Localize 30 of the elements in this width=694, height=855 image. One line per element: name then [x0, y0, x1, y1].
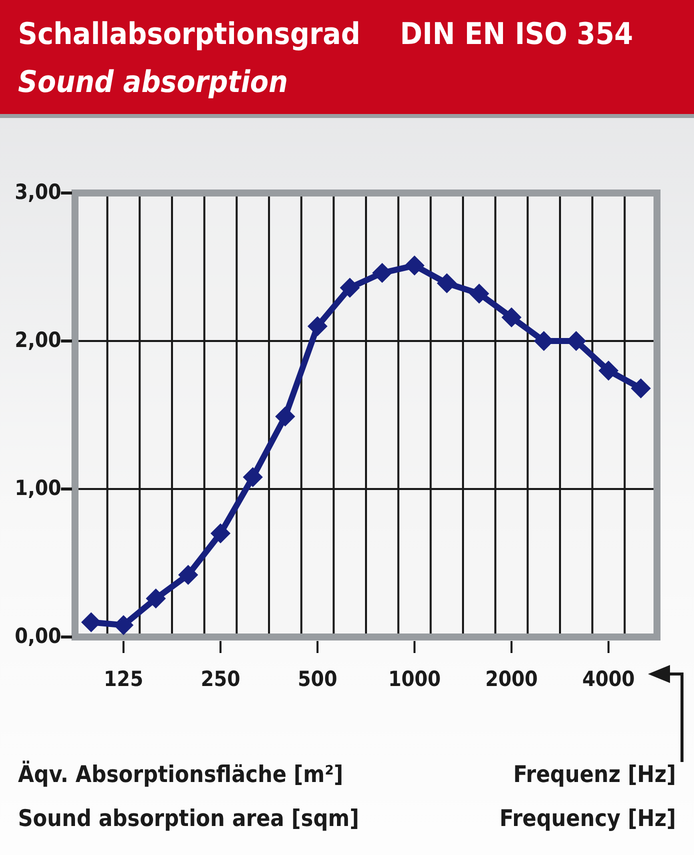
x-tick-label: 4000	[582, 667, 635, 691]
text: DIN EN ISO 354	[400, 17, 633, 52]
x-tick-label: 500	[298, 667, 338, 691]
point	[146, 588, 166, 609]
point	[210, 523, 230, 544]
point	[630, 378, 651, 398]
point	[404, 256, 424, 276]
y-axis-title: Äqv. Absorptionsfläche [m²] Sound absorption area [sqm]	[18, 760, 360, 832]
point	[275, 406, 296, 426]
x-axis-title: Frequenz [Hz] Frequency [Hz]	[500, 762, 676, 832]
point	[340, 278, 360, 298]
x-tick-label: 2000	[485, 667, 538, 691]
y-tick-label: 0,00	[14, 624, 62, 648]
point	[469, 284, 490, 304]
point	[436, 273, 457, 294]
y-tick-label: 2,00	[14, 328, 62, 352]
x-tick-label: 125	[104, 667, 144, 691]
chart-subtitle: Sound absorption	[18, 65, 288, 100]
point	[178, 564, 198, 585]
point	[114, 615, 134, 636]
chart-title: Schallabsorptionsgrad	[18, 17, 360, 52]
y-tick-label: 1,00	[14, 476, 62, 500]
point	[308, 316, 328, 336]
y-tick-label: 3,00	[14, 180, 62, 204]
point	[598, 360, 618, 381]
x-tick-label: 1000	[388, 667, 441, 691]
point	[372, 262, 392, 283]
x-tick-label: 250	[200, 667, 240, 691]
point	[502, 307, 522, 328]
point	[242, 467, 263, 488]
